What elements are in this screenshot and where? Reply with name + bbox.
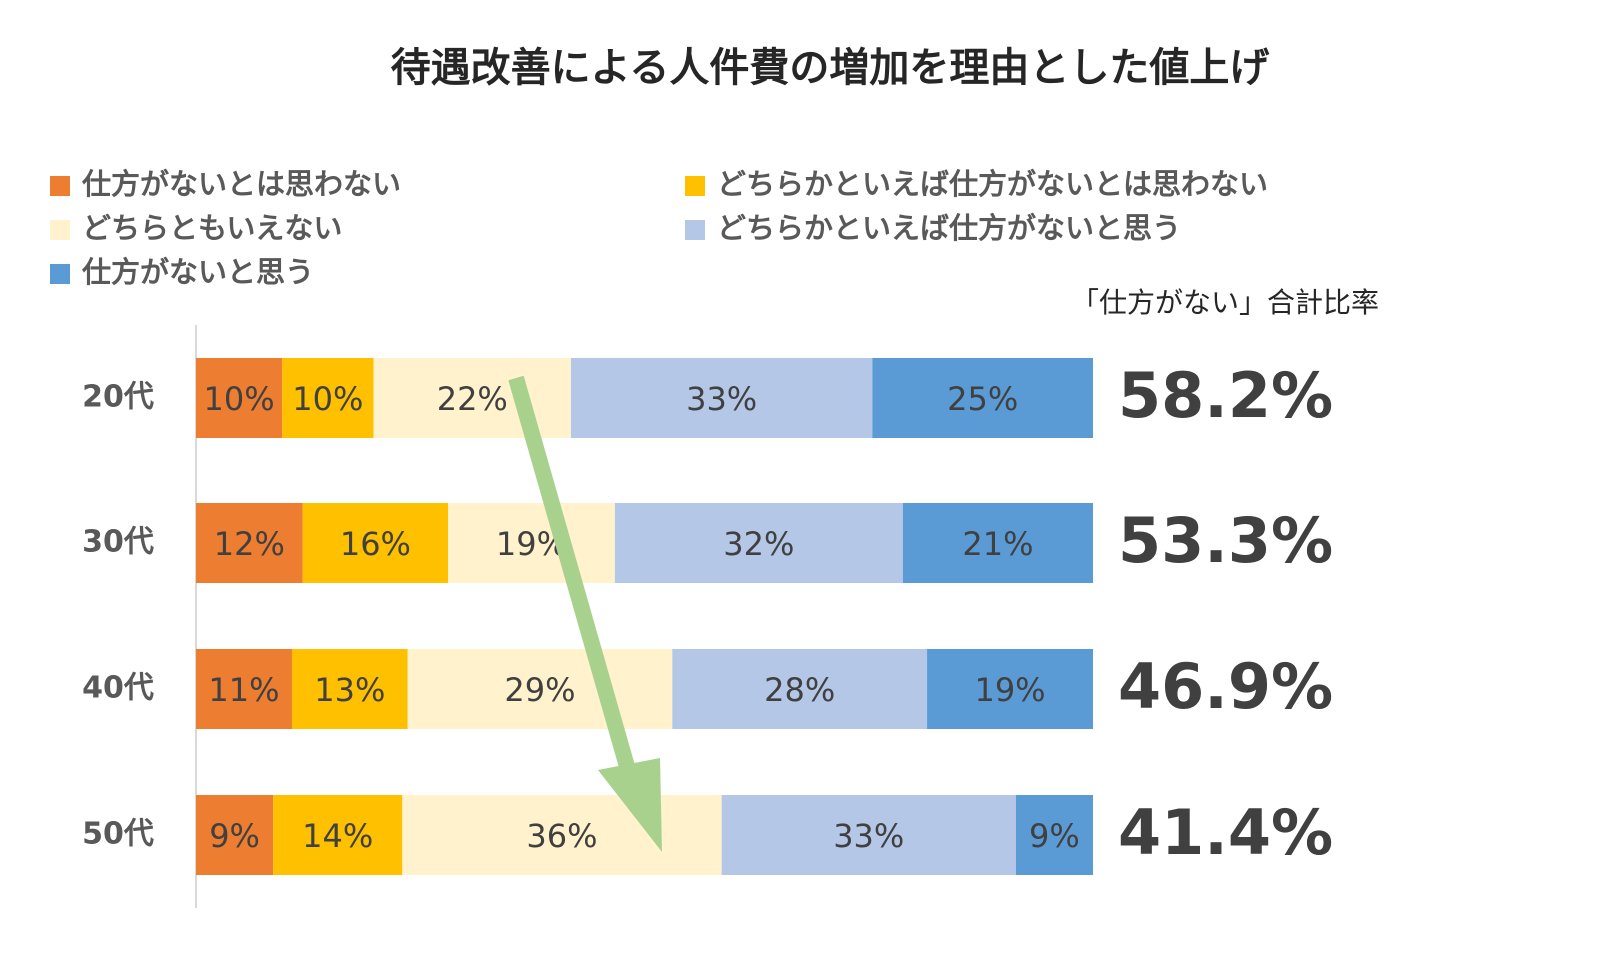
- bar-segment: [902, 503, 1093, 583]
- total-label: 46.9%: [1118, 650, 1333, 723]
- legend-label: どちらかといえば仕方がないとは思わない: [717, 167, 1268, 201]
- arrow-shaft: [508, 375, 636, 773]
- category-label: 30代: [82, 525, 154, 560]
- bar-segment: [402, 795, 722, 875]
- totals-title: 「仕方がない」合計比率: [1071, 286, 1379, 319]
- legend-swatch: [50, 220, 70, 240]
- bar-segment: [721, 795, 1016, 875]
- bar-segment: [570, 358, 873, 438]
- category-label: 50代: [82, 817, 154, 852]
- trend-arrow: [508, 375, 662, 852]
- total-label: 53.3%: [1118, 504, 1333, 577]
- value-label: 21%: [962, 525, 1033, 563]
- value-label: 12%: [214, 525, 285, 563]
- bar-segment: [273, 795, 403, 875]
- bar-segment: [927, 649, 1093, 729]
- legend-label: どちらともいえない: [82, 211, 342, 245]
- value-label: 36%: [526, 817, 597, 855]
- bar-segment: [614, 503, 903, 583]
- value-label: 29%: [504, 671, 575, 709]
- legend-swatch: [50, 264, 70, 284]
- bar-segment: [872, 358, 1093, 438]
- legend-label: 仕方がないと思う: [81, 255, 314, 289]
- category-label: 40代: [82, 671, 154, 706]
- value-label: 32%: [723, 525, 794, 563]
- value-label: 25%: [947, 380, 1018, 418]
- bar-segment: [302, 503, 449, 583]
- legend-label: 仕方がないとは思わない: [81, 167, 401, 201]
- bar-segment: [1015, 795, 1093, 875]
- chart-title: 待遇改善による人件費の増加を理由とした値上げ: [391, 45, 1270, 91]
- legend-swatch: [685, 220, 705, 240]
- value-label: 14%: [302, 817, 373, 855]
- total-label: 58.2%: [1118, 359, 1333, 432]
- value-label: 28%: [764, 671, 835, 709]
- bar-segment: [672, 649, 928, 729]
- value-label: 33%: [686, 380, 757, 418]
- value-label: 10%: [203, 380, 274, 418]
- value-label: 9%: [1029, 817, 1080, 855]
- bar-segment: [282, 358, 374, 438]
- bar-segment: [196, 795, 274, 875]
- value-label: 19%: [974, 671, 1045, 709]
- bar-segment: [196, 503, 303, 583]
- value-label: 13%: [314, 671, 385, 709]
- bar-segment: [407, 649, 673, 729]
- value-label: 16%: [340, 525, 411, 563]
- value-label: 9%: [209, 817, 260, 855]
- legend-swatch: [50, 176, 70, 196]
- bar-segment: [196, 358, 283, 438]
- bars: 10% 10% 22% 33% 25% 12% 16% 19% 32% 21% 11% 13% 29% 2…: [196, 358, 1093, 875]
- value-label: 11%: [208, 671, 279, 709]
- bar-segment: [291, 649, 408, 729]
- bar-segment: [373, 358, 571, 438]
- legend-label: どちらかといえば仕方がないと思う: [717, 211, 1181, 245]
- category-label: 20代: [82, 380, 154, 415]
- bar-segment: [448, 503, 615, 583]
- bar-segment: [196, 649, 292, 729]
- value-label: 22%: [437, 380, 508, 418]
- value-label: 33%: [833, 817, 904, 855]
- legend-swatch: [685, 176, 705, 196]
- arrow-head: [598, 758, 662, 852]
- value-label: 10%: [292, 380, 363, 418]
- total-label: 41.4%: [1118, 796, 1333, 869]
